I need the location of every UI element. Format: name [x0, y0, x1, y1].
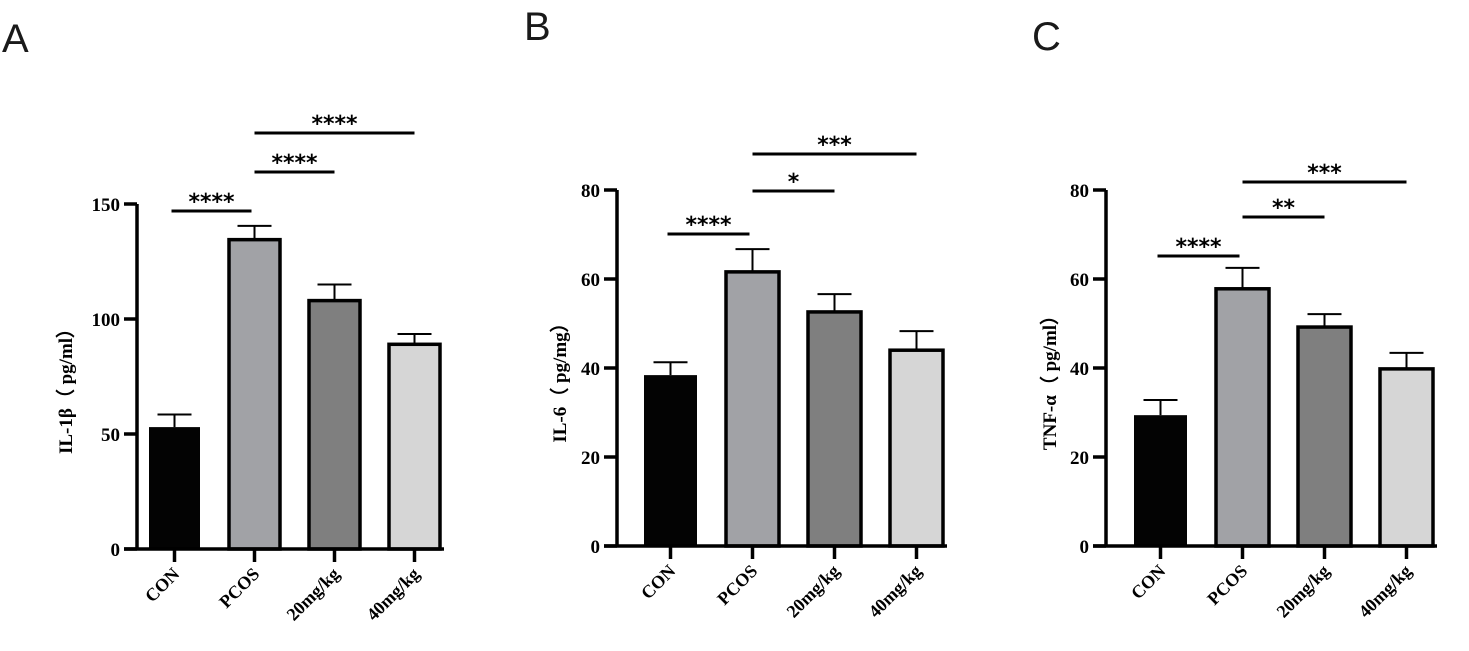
y-tick-label: 50 [101, 425, 120, 446]
significance-label: *** [1307, 161, 1342, 186]
bar [1214, 287, 1271, 548]
bar [1134, 415, 1187, 546]
chart-panel-c: C TNF-α（ pg/ml） CON PCOS 20mg/kg 40mg/kg 0 20 40… [1032, 15, 1437, 622]
significance-label: **** [271, 151, 318, 176]
bar [888, 348, 945, 548]
x-tick-label: 40mg/kg [1355, 561, 1416, 622]
y-tick-label: 0 [1080, 537, 1090, 558]
x-tick-label: PCOS [1203, 561, 1251, 609]
chart-panel-a: A IL-1β（ pg/ml） CON PCOS 20mg/kg 40mg/kg 0 50 10… [2, 17, 444, 625]
x-tick-label: 20mg/kg [783, 561, 844, 622]
y-axis-label: TNF-α（ pg/ml） [1038, 306, 1061, 450]
x-tick-label: PCOS [215, 564, 263, 612]
bar [724, 270, 781, 548]
bar [149, 427, 200, 549]
panel-letter: A [2, 17, 29, 61]
bar [644, 375, 697, 546]
bar [1378, 367, 1435, 548]
y-axis-label: IL-1β（ pg/ml） [54, 319, 77, 454]
x-tick-label: 20mg/kg [283, 564, 344, 625]
x-tick-label: PCOS [713, 561, 761, 609]
y-tick-label: 60 [1070, 270, 1089, 291]
significance-label: **** [1175, 235, 1222, 260]
y-tick-label: 60 [581, 270, 600, 291]
y-tick-label: 100 [92, 310, 121, 331]
x-tick-label: 40mg/kg [363, 564, 424, 625]
y-tick-label: 150 [92, 195, 121, 216]
y-tick-label: 80 [581, 181, 600, 202]
x-tick-label: 40mg/kg [865, 561, 926, 622]
bar [387, 342, 442, 551]
panel-letter: C [1032, 15, 1061, 59]
significance-label: **** [311, 112, 358, 137]
y-tick-label: 20 [581, 448, 600, 469]
significance-label: *** [817, 133, 852, 158]
y-tick-label: 40 [1070, 359, 1089, 380]
y-axis-label: IL-6（ pg/mg） [548, 313, 571, 442]
significance-label: ** [1272, 196, 1296, 221]
x-tick-label: 20mg/kg [1273, 561, 1334, 622]
significance-label: **** [188, 190, 235, 215]
y-tick-label: 40 [581, 359, 600, 380]
panel-letter: B [524, 5, 551, 49]
significance-label: * [788, 170, 800, 195]
y-tick-label: 0 [591, 537, 601, 558]
y-tick-label: 20 [1070, 448, 1089, 469]
significance-label: **** [685, 213, 732, 238]
bar [227, 237, 282, 551]
y-tick-label: 80 [1070, 181, 1089, 202]
bar [1296, 325, 1353, 548]
bar [307, 298, 362, 551]
y-tick-label: 0 [111, 540, 121, 561]
chart-panel-b: B IL-6（ pg/mg） CON PCOS 20mg/kg 40mg/kg 0 20 40 6… [524, 5, 947, 622]
bar [806, 310, 863, 548]
x-tick-label: CON [637, 561, 679, 603]
x-tick-label: CON [1127, 561, 1169, 603]
x-tick-label: CON [141, 564, 183, 606]
